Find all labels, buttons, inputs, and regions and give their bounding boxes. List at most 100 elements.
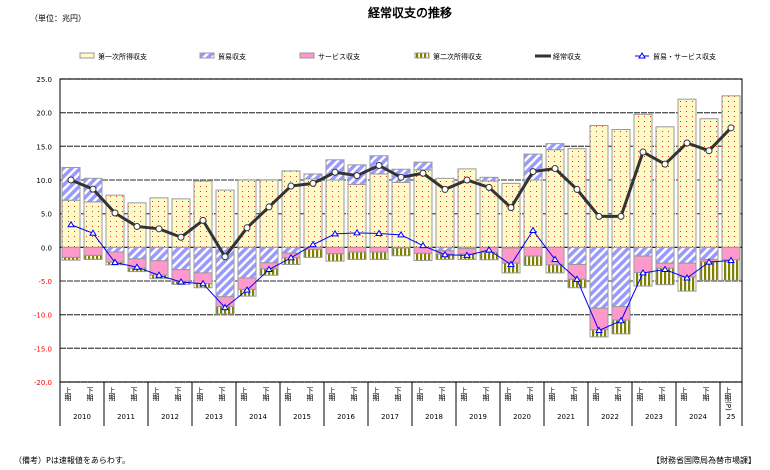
trade-bar <box>567 246 587 266</box>
secondary-income-bar <box>369 251 389 260</box>
legend-swatch <box>299 52 315 59</box>
legend-swatch <box>199 52 215 59</box>
current-account-point <box>111 209 119 217</box>
y-tick-label: -15.0 <box>34 345 52 353</box>
current-account-point <box>397 173 405 181</box>
x-tick-label: 下期 <box>306 387 314 402</box>
x-tick-label: 上期 <box>636 386 644 402</box>
x-tick-label: 下期 <box>614 387 622 402</box>
y-tick-label: -20.0 <box>34 379 52 387</box>
secondary-income-bar <box>303 248 323 258</box>
x-tick-label: 下期 <box>86 387 94 402</box>
x-tick-label: 下期 <box>570 387 578 402</box>
trade-bar <box>655 246 675 264</box>
secondary-income-bar <box>347 251 367 260</box>
legend-label: 第一次所得収支 <box>98 52 147 61</box>
primary-income-bar <box>83 201 103 248</box>
year-label: 2020 <box>513 413 531 421</box>
current-account-point <box>705 147 713 155</box>
goods-services-point <box>67 220 75 228</box>
year-label: 2018 <box>425 413 443 421</box>
current-account-point <box>353 172 361 180</box>
goods-services-point <box>353 228 361 236</box>
x-tick-label: 下期 <box>350 387 358 402</box>
legend-label: 第二次所得収支 <box>433 52 482 61</box>
trade-bar <box>479 176 499 182</box>
x-tick-label: 上期 <box>152 386 160 402</box>
goods-services-point <box>331 229 339 237</box>
current-account-point <box>199 216 207 224</box>
legend-label: 経常収支 <box>553 52 581 61</box>
primary-income-bar <box>105 194 125 248</box>
goods-services-point <box>309 240 317 248</box>
primary-income-bar <box>677 98 697 248</box>
year-label: 2024 <box>689 413 707 421</box>
year-label: 2010 <box>73 413 91 421</box>
primary-income-bar <box>501 182 521 248</box>
year-label: 2017 <box>381 413 399 421</box>
x-tick-label: 上期 <box>460 386 468 402</box>
current-account-point <box>287 182 295 190</box>
trade-bar <box>611 246 631 308</box>
current-account-point <box>89 185 97 193</box>
legend-label: サービス収支 <box>318 52 360 61</box>
goods-services-point <box>155 271 163 278</box>
goods-services-point <box>177 278 185 285</box>
year-label: 2021 <box>557 413 575 421</box>
x-tick-label: 下期 <box>702 387 710 402</box>
current-account-point <box>727 124 735 132</box>
current-account-point <box>617 212 625 220</box>
legend-swatch <box>79 52 95 59</box>
trade-bar <box>127 246 147 260</box>
goods-services-point <box>617 316 625 324</box>
current-account-point <box>551 165 559 173</box>
y-tick-label: 15.0 <box>36 143 52 151</box>
plot-frame <box>59 78 743 383</box>
services-bar <box>347 246 367 253</box>
primary-income-bar <box>215 189 235 248</box>
secondary-income-bar <box>325 253 345 262</box>
y-tick-label: -5.0 <box>38 278 52 286</box>
primary-income-bar <box>479 180 499 248</box>
goods-services-point <box>287 253 295 261</box>
year-label: 2019 <box>469 413 487 421</box>
secondary-income-bar <box>83 254 103 260</box>
trade-bar <box>413 161 433 171</box>
legend-swatch <box>414 52 430 59</box>
year-label: 2023 <box>645 413 663 421</box>
current-account-point <box>485 183 493 191</box>
current-account-point <box>595 212 603 220</box>
trade-bar <box>259 246 279 264</box>
legend-marker <box>638 52 646 59</box>
trade-bar <box>545 143 565 151</box>
x-tick-label: 上期 <box>416 386 424 402</box>
trade-bar <box>633 246 653 257</box>
x-tick-label: 下期 <box>262 387 270 402</box>
current-account-point <box>529 168 537 176</box>
x-tick-label: 下期 <box>526 387 534 402</box>
year-label: 25 <box>727 413 736 421</box>
goods-services-point <box>111 258 119 265</box>
goods-services-point <box>199 279 207 287</box>
goods-services-point <box>463 251 471 258</box>
primary-income-bar <box>611 129 631 248</box>
current-account-point <box>639 148 647 156</box>
secondary-income-bar <box>545 264 565 274</box>
year-label: 2013 <box>205 413 223 421</box>
current-account-point <box>177 233 185 241</box>
x-tick-label: 上期 <box>592 386 600 402</box>
x-tick-label: 下期 <box>658 387 666 402</box>
x-tick-label: 上期 <box>372 386 380 402</box>
current-account-point <box>67 176 75 184</box>
primary-income-bar <box>545 149 565 248</box>
y-tick-label: 25.0 <box>36 76 52 84</box>
goods-services-point <box>529 226 537 233</box>
services-bar <box>325 246 345 255</box>
primary-income-bar <box>523 179 543 248</box>
goods-services-point <box>727 256 735 263</box>
x-tick-label: 上期 <box>64 386 72 402</box>
x-tick-label: 下期 <box>482 387 490 402</box>
secondary-income-bar <box>413 252 433 261</box>
year-label: 2016 <box>337 413 355 421</box>
